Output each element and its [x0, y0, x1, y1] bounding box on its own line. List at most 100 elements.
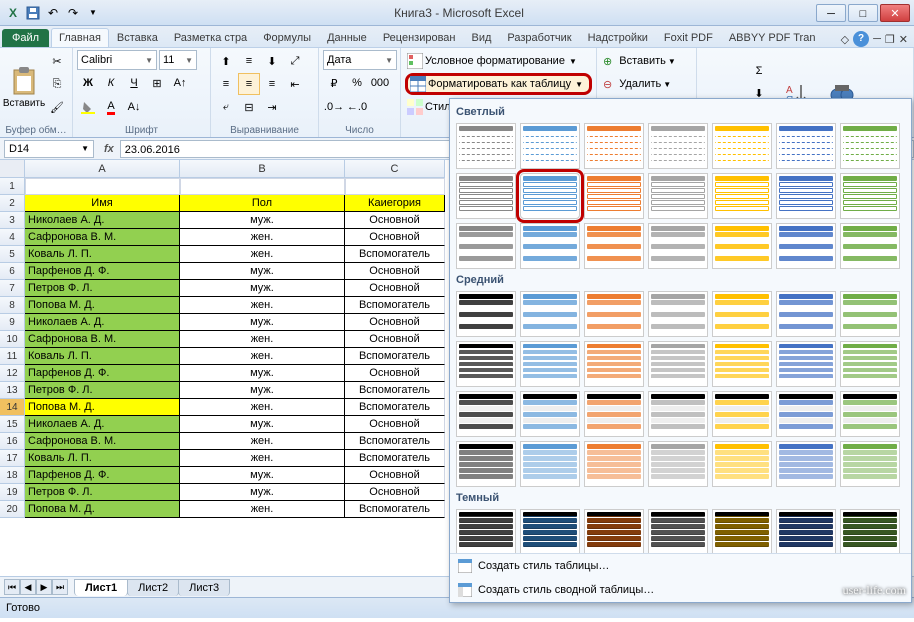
cell[interactable]: Сафронова В. М. [25, 433, 180, 450]
table-style-thumb[interactable] [840, 123, 900, 169]
table-style-thumb[interactable] [776, 123, 836, 169]
cell[interactable]: Вспомогатель [345, 348, 445, 365]
row-header[interactable]: 6 [0, 263, 25, 280]
table-style-thumb[interactable] [776, 341, 836, 387]
table-style-thumb[interactable] [648, 509, 708, 553]
new-pivot-style-button[interactable]: Создать стиль сводной таблицы… [450, 578, 911, 602]
cell[interactable] [345, 178, 445, 195]
cell[interactable]: Основной [345, 467, 445, 484]
cell[interactable]: жен. [180, 331, 345, 348]
shrink-font-button[interactable]: A↓ [123, 96, 145, 118]
table-style-thumb[interactable] [840, 391, 900, 437]
table-style-thumb[interactable] [840, 341, 900, 387]
row-header[interactable]: 1 [0, 178, 25, 195]
row-header[interactable]: 9 [0, 314, 25, 331]
column-header[interactable]: C [345, 160, 445, 178]
row-header[interactable]: 3 [0, 212, 25, 229]
insert-cells-button[interactable]: ⊕ Вставить▼ [601, 50, 692, 72]
cell[interactable]: Коваль Л. П. [25, 348, 180, 365]
table-style-thumb[interactable] [456, 341, 516, 387]
cell[interactable]: жен. [180, 246, 345, 263]
cell[interactable]: жен. [180, 297, 345, 314]
table-style-thumb[interactable] [712, 291, 772, 337]
ribbon-tab[interactable]: Разметка стра [166, 28, 255, 47]
cell[interactable]: Николаев А. Д. [25, 314, 180, 331]
underline-button[interactable]: Ч [123, 72, 145, 94]
delete-cells-button[interactable]: ⊖ Удалить▼ [601, 73, 692, 95]
format-as-table-button[interactable]: Форматировать как таблицу▼ [405, 73, 592, 95]
cell[interactable]: Попова М. Д. [25, 501, 180, 518]
cell[interactable]: жен. [180, 229, 345, 246]
font-color-button[interactable]: A [100, 96, 122, 118]
table-style-thumb[interactable] [648, 391, 708, 437]
table-style-thumb[interactable] [712, 173, 772, 219]
table-style-thumb[interactable] [456, 391, 516, 437]
ribbon-tab[interactable]: Данные [319, 28, 375, 47]
row-header[interactable]: 14 [0, 399, 25, 416]
ribbon-tab[interactable]: Вставка [109, 28, 166, 47]
cell[interactable]: Попова М. Д. [25, 399, 180, 416]
cell[interactable] [25, 178, 180, 195]
ribbon-tab[interactable]: Вид [464, 28, 500, 47]
table-style-thumb[interactable] [776, 223, 836, 269]
sheet-nav-last[interactable]: ⏭ [52, 579, 68, 595]
select-all-corner[interactable] [0, 160, 25, 178]
align-left-button[interactable]: ≡ [215, 73, 237, 95]
row-header[interactable]: 8 [0, 297, 25, 314]
doc-restore-icon[interactable]: ❐ [885, 33, 895, 46]
cell[interactable]: Парфенов Д. Ф. [25, 263, 180, 280]
row-header[interactable]: 2 [0, 195, 25, 212]
table-style-thumb[interactable] [648, 341, 708, 387]
align-center-button[interactable]: ≡ [238, 73, 260, 95]
paste-button[interactable]: Вставить [4, 50, 44, 124]
cell[interactable]: муж. [180, 263, 345, 280]
table-style-thumb[interactable] [840, 509, 900, 553]
cell[interactable]: Вспомогатель [345, 450, 445, 467]
table-style-thumb[interactable] [456, 223, 516, 269]
table-style-thumb[interactable] [584, 123, 644, 169]
cell[interactable]: Коваль Л. П. [25, 450, 180, 467]
save-icon[interactable] [24, 4, 42, 22]
align-bottom-button[interactable]: ⬇ [261, 50, 283, 72]
cut-button[interactable]: ✂ [46, 50, 68, 72]
cell[interactable]: муж. [180, 382, 345, 399]
comma-button[interactable]: 000 [369, 72, 391, 94]
cell[interactable]: муж. [180, 365, 345, 382]
redo-icon[interactable]: ↷ [64, 4, 82, 22]
sheet-nav-next[interactable]: ▶ [36, 579, 52, 595]
number-format-combo[interactable]: Дата▼ [323, 50, 397, 70]
row-header[interactable]: 12 [0, 365, 25, 382]
cell[interactable]: Основной [345, 365, 445, 382]
row-header[interactable]: 4 [0, 229, 25, 246]
table-style-thumb[interactable] [840, 291, 900, 337]
row-header[interactable]: 17 [0, 450, 25, 467]
table-style-thumb[interactable] [648, 123, 708, 169]
header-cell[interactable]: Пол [180, 195, 345, 212]
cell[interactable]: Парфенов Д. Ф. [25, 365, 180, 382]
new-table-style-button[interactable]: Создать стиль таблицы… [450, 554, 911, 578]
italic-button[interactable]: К [100, 72, 122, 94]
grow-font-button[interactable]: A↑ [169, 72, 191, 94]
table-style-thumb[interactable] [776, 173, 836, 219]
table-style-thumb[interactable] [776, 291, 836, 337]
cell[interactable]: Вспомогатель [345, 399, 445, 416]
table-style-thumb[interactable] [520, 341, 580, 387]
table-style-thumb[interactable] [584, 291, 644, 337]
border-button[interactable]: ⊞ [146, 72, 168, 94]
row-header[interactable]: 19 [0, 484, 25, 501]
help-icon[interactable]: ? [853, 31, 869, 47]
table-style-thumb[interactable] [520, 123, 580, 169]
file-tab[interactable]: Файл [2, 29, 49, 47]
row-header[interactable]: 11 [0, 348, 25, 365]
close-button[interactable]: ✕ [880, 4, 910, 22]
row-header[interactable]: 10 [0, 331, 25, 348]
cell[interactable]: Сафронова В. М. [25, 331, 180, 348]
wrap-text-button[interactable]: ⤶ [215, 96, 237, 118]
cell[interactable]: Основной [345, 229, 445, 246]
bold-button[interactable]: Ж [77, 72, 99, 94]
cell[interactable]: муж. [180, 467, 345, 484]
table-style-thumb[interactable] [776, 441, 836, 487]
table-style-thumb[interactable] [840, 173, 900, 219]
table-style-thumb[interactable] [584, 223, 644, 269]
autosum-button[interactable]: Σ [748, 60, 770, 82]
